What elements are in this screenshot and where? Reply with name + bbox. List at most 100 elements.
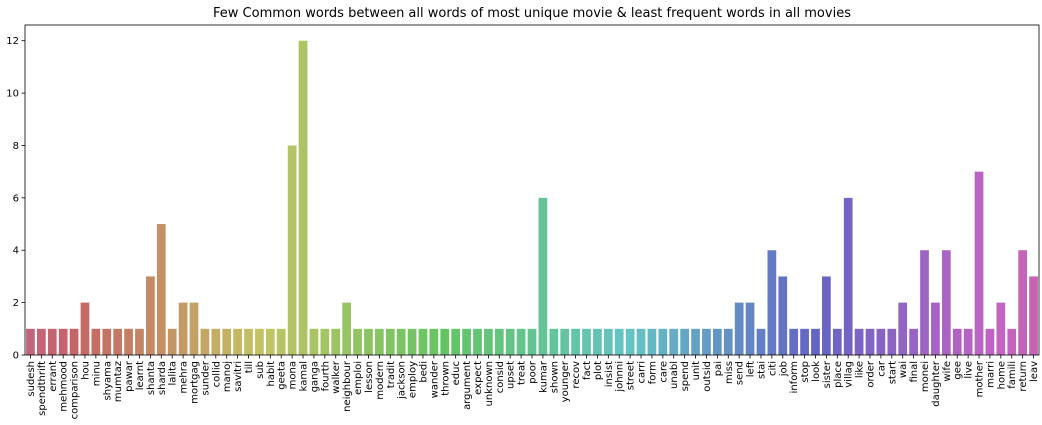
bar-final: [909, 328, 918, 355]
x-tick-label: hou: [80, 361, 91, 380]
bar-famili: [1007, 328, 1017, 355]
x-tick-label: sharda: [157, 361, 168, 395]
x-tick-label: villag: [844, 361, 855, 388]
x-tick-label: thrown: [440, 361, 451, 396]
y-tick-label: 12: [6, 36, 19, 47]
bar-form: [647, 328, 657, 355]
x-tick-label: pawar: [124, 360, 135, 392]
bar-like: [854, 328, 864, 355]
bar-minu: [91, 328, 101, 355]
x-tick-label: lalita: [168, 361, 179, 386]
x-tick-label: unit: [691, 361, 702, 380]
x-tick-label: spendthrift: [37, 361, 48, 416]
bar-jackson: [396, 328, 406, 355]
x-tick-label: mortgag: [190, 361, 201, 404]
x-tick-label: treat: [517, 361, 528, 385]
x-tick-label: habit: [266, 361, 277, 387]
x-tick-label: bedi: [418, 361, 429, 383]
bar-poor: [527, 328, 537, 355]
bar-leav: [1029, 276, 1038, 355]
y-tick-label: 8: [13, 141, 19, 152]
bar-live: [963, 328, 973, 355]
bar-stai: [756, 328, 766, 355]
bar-bedi: [418, 328, 428, 355]
x-tick-label: street: [626, 361, 637, 390]
x-tick-label: pai: [713, 361, 724, 376]
bar-comparison: [69, 328, 79, 355]
bar-gee: [952, 328, 962, 355]
x-tick-label: start: [887, 361, 898, 384]
bar-inform: [789, 328, 799, 355]
bar-kamal: [298, 40, 308, 356]
bar-modern: [374, 328, 384, 355]
x-tick-label: wai: [898, 361, 909, 378]
bar-learnt: [135, 328, 144, 355]
bar-kumar: [538, 197, 548, 355]
x-tick-label: comparison: [70, 361, 81, 419]
x-tick-label: famili: [1007, 361, 1018, 389]
bar-wai: [898, 302, 908, 355]
bar-treat: [516, 328, 526, 355]
x-tick-label: insist: [604, 361, 615, 387]
x-tick-label: care: [658, 361, 669, 383]
x-tick-label: fourth: [320, 361, 331, 391]
chart-title: Few Common words between all words of mo…: [213, 6, 851, 21]
bar-sub: [255, 328, 264, 355]
x-tick-label: learnt: [135, 361, 146, 390]
x-tick-label: neighbour: [342, 360, 353, 412]
x-tick-label: return: [1018, 361, 1029, 392]
bar-ganga: [309, 328, 319, 355]
bar-carri: [636, 328, 646, 355]
y-tick-label: 6: [13, 193, 19, 204]
y-tick-label: 2: [13, 298, 19, 309]
x-tick-label: tradit: [386, 361, 397, 388]
bar-argument: [462, 328, 471, 355]
x-tick-label: mehmood: [59, 361, 70, 412]
x-tick-label: carri: [637, 361, 648, 383]
bar-habit: [265, 328, 275, 355]
bar-upset: [505, 328, 515, 355]
bar-mona: [287, 145, 297, 355]
bar-unknown: [484, 328, 493, 355]
x-tick-label: unabl: [669, 361, 680, 389]
x-tick-label: walker: [331, 360, 342, 394]
bar-send: [734, 302, 744, 355]
x-tick-label: mother: [975, 360, 986, 397]
x-tick-label: miss: [724, 361, 735, 384]
x-tick-label: gee: [953, 361, 964, 380]
bar-savitri: [233, 328, 242, 355]
bar-mehmood: [58, 328, 68, 355]
x-tick-label: look: [811, 361, 822, 382]
bar-pai: [712, 328, 722, 355]
x-tick-label: mumtaz: [113, 361, 124, 402]
x-tick-label: geeta: [277, 361, 288, 390]
bar-look: [811, 328, 820, 355]
x-tick-label: till: [244, 361, 255, 373]
x-tick-label: order: [866, 360, 877, 388]
x-tick-label: errant: [48, 361, 59, 392]
bar-emploi: [353, 328, 362, 355]
bar-tradit: [385, 328, 395, 355]
bar-insist: [603, 328, 613, 355]
x-tick-label: employ: [408, 361, 419, 398]
bar-hou: [80, 302, 90, 355]
bar-errant: [47, 328, 57, 355]
bar-miss: [723, 328, 733, 355]
bar-shyama: [102, 328, 112, 355]
bar-pawar: [124, 328, 133, 355]
x-tick-label: educ: [451, 361, 462, 385]
bar-marri: [985, 328, 995, 355]
x-tick-label: poor: [528, 360, 539, 384]
x-tick-label: fact: [582, 361, 593, 380]
x-tick-label: ganga: [309, 361, 320, 392]
bar-spend: [680, 328, 689, 355]
x-tick-label: johnni: [615, 361, 626, 393]
x-tick-label: shanta: [146, 361, 157, 395]
bar-plot: [593, 328, 602, 355]
bar-place: [832, 328, 842, 355]
bar-sudesh: [26, 328, 35, 355]
x-tick-label: live: [964, 361, 975, 379]
x-tick-label: inform: [789, 361, 800, 393]
x-tick-label: sudesh: [26, 361, 37, 397]
